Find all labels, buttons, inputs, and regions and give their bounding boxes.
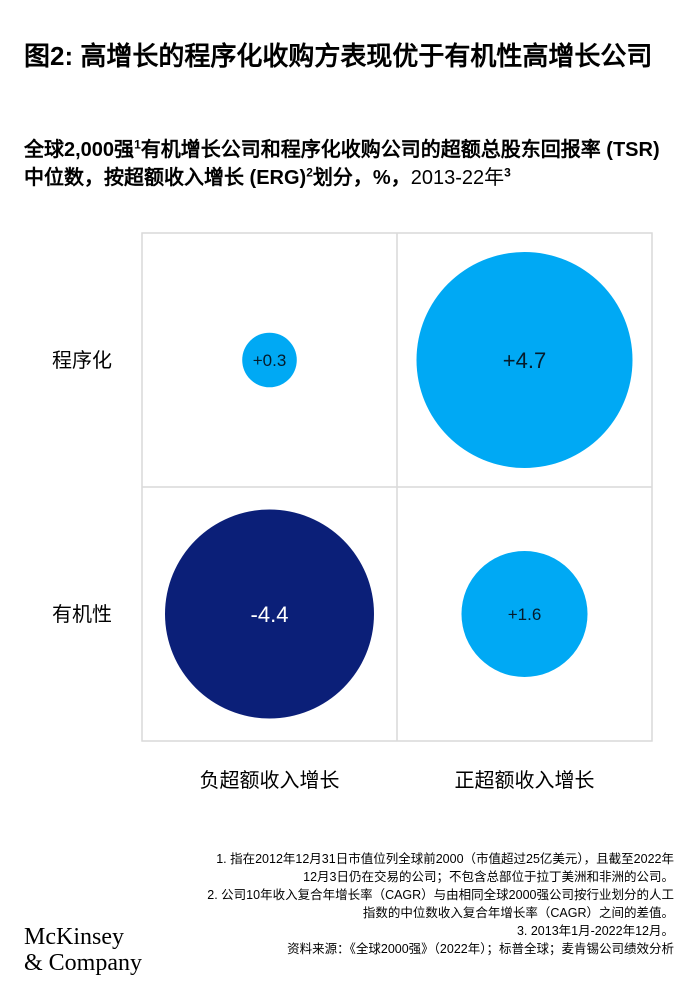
bubble-value-label: +4.7 (503, 348, 546, 373)
bubble-value-label: -4.4 (251, 602, 289, 627)
bubble-value-label: +1.6 (508, 605, 542, 624)
logo-line1: McKinsey (24, 924, 124, 950)
mckinsey-logo: McKinsey & Company (24, 924, 214, 976)
footnote-1: 1. 指在2012年12月31日市值位列全球前2000（市值超过25亿美元），且… (216, 852, 674, 884)
bubble (242, 332, 297, 388)
bubble (461, 550, 588, 678)
subtitle-part1: 全球2,000强 (24, 139, 135, 161)
source-note: 资料来源：《全球2000强》（2022年）；标普全球；麦肯锡公司绩效分析 (287, 942, 674, 956)
bubble (416, 252, 633, 468)
subtitle-sup2: 2 (306, 165, 313, 180)
chart-title: 图2: 高增长的程序化收购方表现优于有机性高增长公司 (24, 41, 653, 71)
logo-line2: & Company (24, 950, 142, 976)
row-label: 程序化 (52, 349, 112, 372)
chart-subtitle: 全球2,000强1有机增长公司和程序化收购公司的超额总股东回报率 (TSR) 中… (24, 136, 674, 192)
subtitle-years: 2013-22年 (410, 167, 505, 189)
subtitle-part3: 划分，%， (312, 167, 411, 189)
footnote-2: 2. 公司10年收入复合年增长率（CAGR）与由相同全球2000强公司按行业划分… (207, 888, 674, 920)
footnote-3: 3. 2013年1月-2022年12月。 (516, 924, 674, 938)
row-label: 有机性 (52, 603, 112, 626)
column-label: 负超额收入增长 (200, 769, 340, 792)
bubble-value-label: +0.3 (253, 351, 287, 370)
subtitle-part2: 有机增长公司和程序化收购公司的超额总股东回报率 (TSR) 中位数，按超额收入增… (24, 139, 660, 189)
column-label: 正超额收入增长 (455, 769, 595, 792)
bubble (165, 509, 374, 719)
footnotes: 1. 指在2012年12月31日市值位列全球前2000（市值超过25亿美元），且… (204, 850, 674, 958)
subtitle-sup3: 3 (504, 165, 511, 180)
subtitle-sup1: 1 (134, 137, 141, 152)
